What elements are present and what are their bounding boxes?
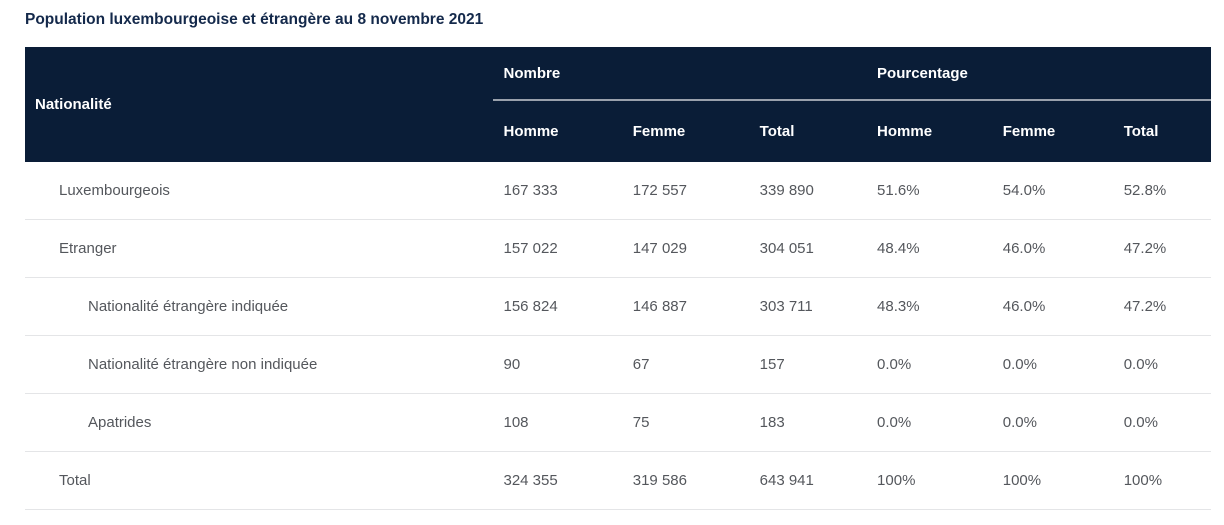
row-label: Luxembourgeois	[25, 162, 494, 220]
cell-nombre-total: 339 890	[749, 162, 868, 220]
cell-nombre-homme: 157 022	[493, 219, 623, 278]
row-label: Etranger	[25, 219, 494, 278]
cell-pct-homme: 48.4%	[867, 219, 993, 278]
column-header-pct-femme: Femme	[992, 100, 1114, 162]
cell-pct-total: 0.0%	[1113, 393, 1211, 452]
row-label: Total	[25, 451, 494, 510]
cell-nombre-total: 304 051	[749, 219, 868, 278]
cell-nombre-homme: 90	[493, 335, 623, 394]
page-title: Population luxembourgeoise et étrangère …	[25, 11, 484, 28]
table-body: Luxembourgeois 167 333 172 557 339 890 5…	[25, 162, 1211, 510]
cell-nombre-homme: 108	[493, 393, 623, 452]
row-label: Nationalité étrangère indiquée	[25, 277, 494, 336]
column-header-nombre-homme: Homme	[493, 100, 623, 162]
cell-nombre-homme: 167 333	[493, 162, 623, 220]
cell-nombre-femme: 75	[622, 393, 750, 452]
column-header-pct-total: Total	[1113, 100, 1211, 162]
cell-pct-homme: 0.0%	[867, 393, 993, 452]
cell-pct-femme: 100%	[992, 451, 1114, 510]
cell-pct-femme: 46.0%	[992, 277, 1114, 336]
table-header: Nationalité Nombre Pourcentage Homme Fem…	[25, 47, 1211, 162]
cell-pct-homme: 48.3%	[867, 277, 993, 336]
cell-nombre-homme: 324 355	[493, 451, 623, 510]
cell-nombre-femme: 67	[622, 335, 750, 394]
cell-pct-total: 47.2%	[1113, 277, 1211, 336]
column-header-pct-homme: Homme	[867, 100, 993, 162]
cell-pct-total: 52.8%	[1113, 162, 1211, 220]
row-label: Nationalité étrangère non indiquée	[25, 335, 494, 394]
cell-nombre-total: 183	[749, 393, 868, 452]
cell-pct-total: 100%	[1113, 451, 1211, 510]
cell-pct-femme: 0.0%	[992, 393, 1114, 452]
column-header-nombre-femme: Femme	[622, 100, 750, 162]
cell-nombre-femme: 146 887	[622, 277, 750, 336]
cell-pct-total: 0.0%	[1113, 335, 1211, 394]
cell-pct-homme: 100%	[867, 451, 993, 510]
table-row: Apatrides 108 75 183 0.0% 0.0% 0.0%	[25, 393, 1211, 452]
cell-nombre-femme: 172 557	[622, 162, 750, 220]
cell-nombre-total: 303 711	[749, 277, 868, 336]
header-sub-row: Homme Femme Total Homme Femme Total	[25, 100, 1211, 162]
population-table: Nationalité Nombre Pourcentage Homme Fem…	[25, 47, 1211, 510]
cell-pct-total: 47.2%	[1113, 219, 1211, 278]
table-row-total: Total 324 355 319 586 643 941 100% 100% …	[25, 451, 1211, 510]
row-label: Apatrides	[25, 393, 494, 452]
column-group-pourcentage: Pourcentage	[867, 47, 1211, 101]
cell-nombre-total: 157	[749, 335, 868, 394]
cell-nombre-total: 643 941	[749, 451, 868, 510]
table-row: Luxembourgeois 167 333 172 557 339 890 5…	[25, 162, 1211, 220]
header-group-row: Nationalité Nombre Pourcentage	[25, 47, 1211, 162]
cell-nombre-homme: 156 824	[493, 277, 623, 336]
cell-pct-homme: 0.0%	[867, 335, 993, 394]
column-header-nationality: Nationalité	[25, 47, 494, 162]
table-row: Etranger 157 022 147 029 304 051 48.4% 4…	[25, 219, 1211, 278]
cell-nombre-femme: 319 586	[622, 451, 750, 510]
cell-pct-femme: 54.0%	[992, 162, 1114, 220]
cell-pct-femme: 46.0%	[992, 219, 1114, 278]
column-header-nombre-total: Total	[749, 100, 868, 162]
cell-nombre-femme: 147 029	[622, 219, 750, 278]
cell-pct-homme: 51.6%	[867, 162, 993, 220]
cell-pct-femme: 0.0%	[992, 335, 1114, 394]
table-row: Nationalité étrangère non indiquée 90 67…	[25, 335, 1211, 394]
column-group-nombre: Nombre	[493, 47, 868, 101]
table-row: Nationalité étrangère indiquée 156 824 1…	[25, 277, 1211, 336]
